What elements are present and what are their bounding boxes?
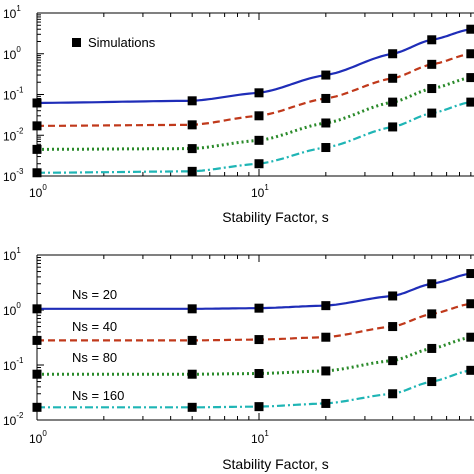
simulation-marker xyxy=(427,35,437,45)
y-tick-label: 101 xyxy=(3,4,21,21)
simulation-marker xyxy=(187,120,197,130)
simulation-marker xyxy=(466,73,474,83)
series-line-3 xyxy=(37,334,474,376)
simulation-marker xyxy=(388,356,398,366)
simulation-marker xyxy=(254,159,264,169)
simulation-marker xyxy=(427,377,437,387)
simulation-marker xyxy=(388,97,398,107)
legend-label: Simulations xyxy=(88,35,156,50)
simulation-marker xyxy=(254,88,264,98)
y-tick-label: 10-1 xyxy=(3,356,24,373)
simulation-marker xyxy=(466,365,474,375)
simulation-marker xyxy=(254,335,264,345)
simulation-marker xyxy=(427,108,437,118)
simulation-marker xyxy=(254,111,264,121)
simulation-marker xyxy=(187,166,197,176)
y-tick-label: 10-1 xyxy=(3,86,24,103)
simulation-marker xyxy=(466,49,474,59)
simulation-marker xyxy=(32,402,42,412)
simulation-marker xyxy=(254,303,264,313)
simulation-marker xyxy=(466,299,474,309)
simulation-marker xyxy=(388,73,398,83)
y-tick-label: 100 xyxy=(3,301,21,318)
chart-panel-2: 100 101 10-2 10-1 100 101 Stability Factor, s N… xyxy=(3,246,474,472)
simulation-marker xyxy=(32,304,42,314)
simulation-marker xyxy=(187,402,197,412)
simulation-marker xyxy=(388,389,398,399)
simulation-marker xyxy=(187,304,197,314)
simulation-marker xyxy=(32,98,42,108)
simulation-marker xyxy=(427,279,437,289)
simulation-marker xyxy=(427,309,437,319)
simulation-marker xyxy=(321,332,331,342)
y-tick-label: 10-2 xyxy=(3,411,24,428)
series-line-2 xyxy=(37,51,474,127)
simulation-marker xyxy=(254,135,264,145)
y-tick-label: 10-2 xyxy=(3,126,24,143)
y-tick-label: 100 xyxy=(3,45,21,62)
simulation-marker xyxy=(254,369,264,379)
simulation-marker xyxy=(388,291,398,301)
simulation-marker xyxy=(321,301,331,311)
simulation-marker xyxy=(254,402,264,412)
series-line-2 xyxy=(37,301,474,342)
simulation-marker xyxy=(187,369,197,379)
x-tick-label: 100 xyxy=(29,429,47,446)
simulation-marker xyxy=(321,118,331,128)
series-line-4 xyxy=(37,368,474,409)
simulation-marker xyxy=(187,335,197,345)
simulation-marker xyxy=(427,59,437,69)
simulation-marker xyxy=(32,369,42,379)
simulation-marker xyxy=(32,121,42,131)
simulation-marker xyxy=(466,24,474,34)
series-label-4: Ns = 160 xyxy=(72,388,124,403)
series-label-3: Ns = 80 xyxy=(72,350,117,365)
x-axis-label: Stability Factor, s xyxy=(222,209,329,225)
y-tick-label: 101 xyxy=(3,246,21,263)
x-axis-label: Stability Factor, s xyxy=(222,456,329,472)
simulation-marker xyxy=(321,398,331,408)
series-line-1 xyxy=(37,271,474,310)
simulation-marker xyxy=(388,122,398,132)
simulation-marker xyxy=(466,269,474,279)
simulation-marker xyxy=(187,96,197,106)
simulation-marker xyxy=(32,168,42,178)
simulation-marker xyxy=(427,343,437,353)
x-tick-label: 100 xyxy=(29,183,47,200)
simulation-marker xyxy=(388,49,398,59)
simulation-marker xyxy=(466,332,474,342)
simulation-marker xyxy=(32,144,42,154)
series-line-3 xyxy=(37,75,474,151)
legend-marker xyxy=(72,38,81,47)
simulation-marker xyxy=(321,143,331,153)
simulation-marker xyxy=(388,322,398,332)
series-line-4 xyxy=(37,100,474,174)
series-label-1: Ns = 20 xyxy=(72,287,117,302)
y-tick-label: 10-3 xyxy=(3,167,24,184)
x-tick-label: 101 xyxy=(251,429,269,446)
series-label-2: Ns = 40 xyxy=(72,319,117,334)
simulation-marker xyxy=(466,97,474,107)
simulation-marker xyxy=(187,144,197,154)
simulation-marker xyxy=(32,335,42,345)
simulation-marker xyxy=(321,93,331,103)
chart-panel-1: 100 101 10-3 10-2 10-1 100 101 Stability Factor… xyxy=(3,4,474,225)
simulation-marker xyxy=(427,84,437,94)
series-line-1 xyxy=(37,27,474,105)
simulation-marker xyxy=(321,366,331,376)
x-tick-label: 101 xyxy=(251,183,269,200)
simulation-marker xyxy=(321,70,331,80)
